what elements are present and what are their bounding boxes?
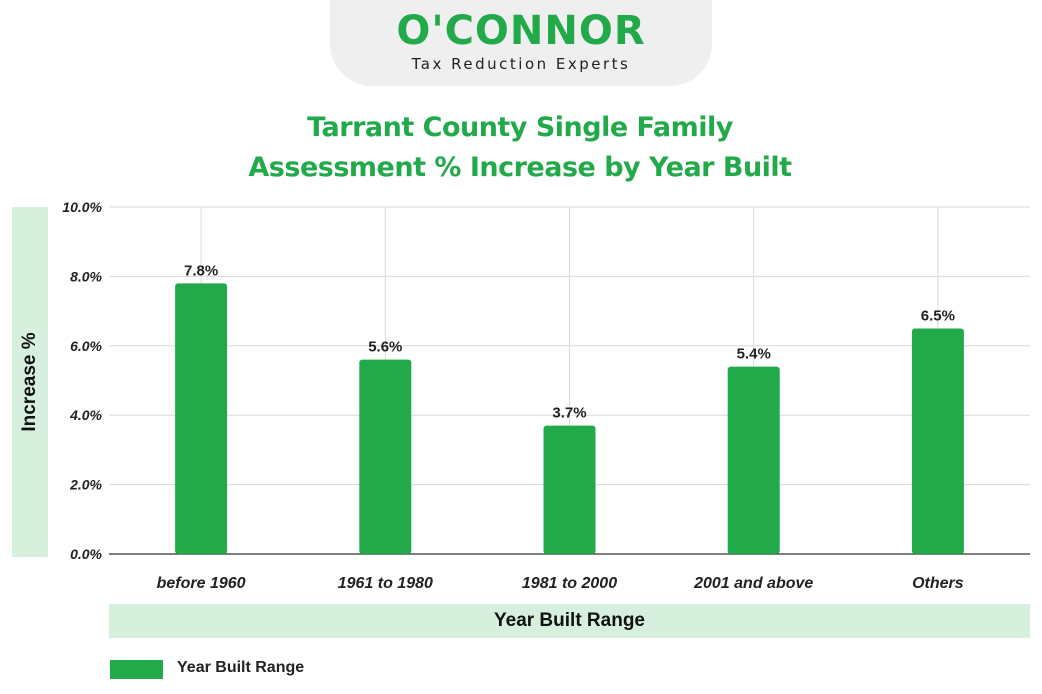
bar (175, 283, 228, 554)
legend-label: Year Built Range (177, 659, 305, 676)
data-label: 6.5% (921, 307, 955, 324)
chart-title-line-2: Assessment % Increase by Year Built (248, 152, 792, 183)
y-tick-label: 10.0% (62, 199, 102, 215)
y-tick-label: 2.0% (69, 477, 102, 493)
legend-swatch (110, 660, 163, 679)
y-tick-label: 0.0% (70, 546, 102, 562)
x-tick-label: 1981 to 2000 (522, 575, 617, 592)
data-label: 5.4% (737, 346, 771, 363)
x-tick-label: Others (912, 575, 964, 592)
x-axis-label: Year Built Range (494, 610, 645, 631)
y-axis-label-band (12, 207, 48, 557)
logo-name: O'CONNOR (396, 8, 646, 54)
x-tick-label: 1961 to 1980 (338, 575, 433, 592)
data-label: 7.8% (184, 262, 218, 279)
data-label: 3.7% (552, 405, 586, 422)
logo-banner: O'CONNOR Tax Reduction Experts (330, 0, 712, 86)
logo-tagline: Tax Reduction Experts (411, 55, 631, 73)
bar (727, 366, 780, 554)
bar (543, 425, 596, 554)
chart-title: Tarrant County Single Family Assessment … (170, 108, 870, 188)
y-tick-label: 8.0% (70, 268, 102, 284)
x-tick-label: 2001 and above (693, 575, 813, 592)
data-label: 5.6% (368, 339, 402, 356)
x-axis-label-band: Year Built Range (109, 604, 1030, 638)
y-tick-label: 6.0% (70, 338, 102, 354)
bar (911, 328, 964, 554)
bar (359, 359, 412, 554)
x-tick-label: before 1960 (157, 575, 246, 592)
chart-title-line-1: Tarrant County Single Family (307, 112, 733, 143)
y-tick-label: 4.0% (69, 407, 102, 423)
